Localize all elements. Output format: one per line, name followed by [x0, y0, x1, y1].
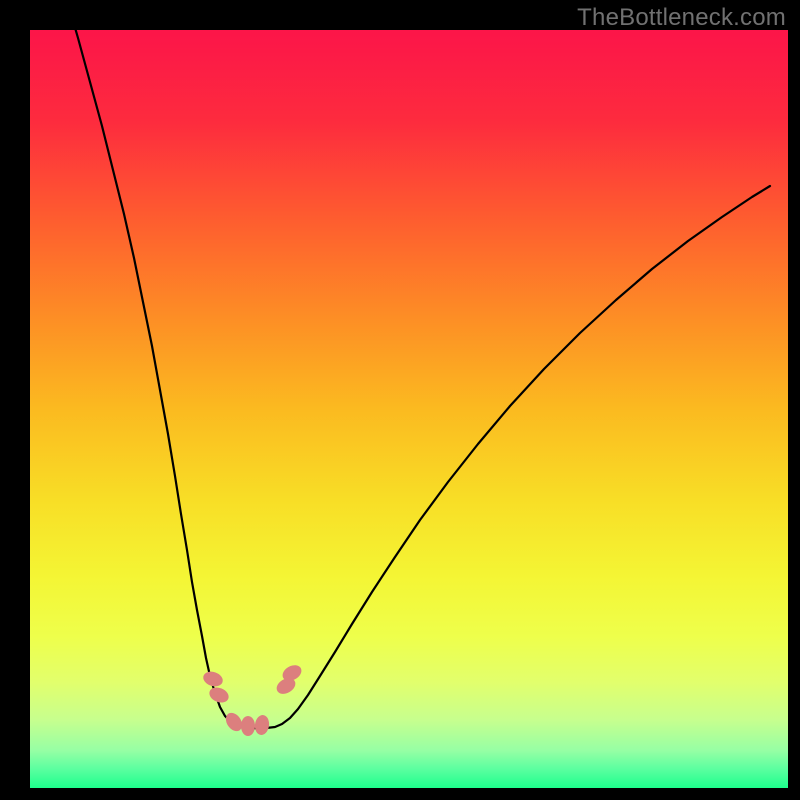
data-marker — [241, 716, 255, 736]
chart-svg — [30, 30, 788, 788]
gradient-background — [30, 30, 788, 788]
plot-area — [30, 30, 788, 788]
watermark-text: TheBottleneck.com — [577, 4, 786, 32]
